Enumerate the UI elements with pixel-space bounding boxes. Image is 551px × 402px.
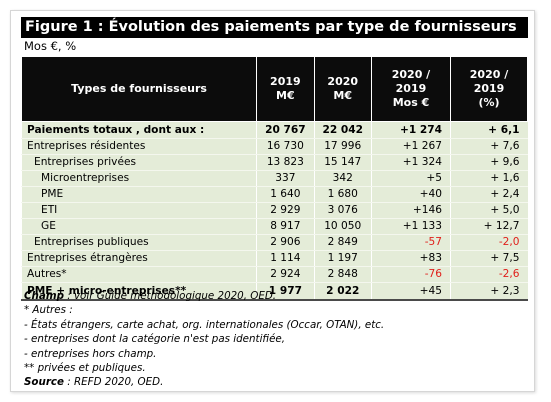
header-row: Types de fournisseurs 2019 M€ 2020 M€ 20… xyxy=(20,56,528,122)
cell-2020: 2 022 xyxy=(313,282,372,301)
row-label: Paiements totaux , dont aux : xyxy=(27,123,205,136)
autres-item: - États étrangers, carte achat, org. int… xyxy=(24,318,385,331)
table-row: Entreprises privées 13 823 15 147 +1 324… xyxy=(20,154,528,171)
cell-2019: 337 xyxy=(256,170,315,187)
cell-2019: 1 114 xyxy=(256,250,315,267)
cell-2020: 3 076 xyxy=(313,202,372,219)
autres-item: - entreprises dont la catégorie n'est pa… xyxy=(24,333,286,346)
cell-pct: -2,6 xyxy=(450,266,528,283)
cell-diff: +40 xyxy=(370,186,451,203)
data-table: Types de fournisseurs 2019 M€ 2020 M€ 20… xyxy=(20,56,528,301)
row-label: ETI xyxy=(41,204,58,216)
cell-pct: + 7,6 xyxy=(450,138,528,155)
cell-2020: 342 xyxy=(313,170,372,187)
champ-note: Champ : voir Guide méthodologique 2020, … xyxy=(24,290,277,302)
row-label: Entreprises privées xyxy=(34,156,136,168)
footnotes: Champ : voir Guide méthodologique 2020, … xyxy=(24,289,384,390)
cell-2019: 16 730 xyxy=(256,138,315,155)
table-row: PME 1 640 1 680 +40 + 2,4 xyxy=(20,186,528,203)
cell-diff: -57 xyxy=(370,234,451,251)
header-label: Types de fournisseurs xyxy=(20,56,258,122)
table-row: Autres* 2 924 2 848 -76 -2,6 xyxy=(20,266,528,283)
row-label: Entreprises étrangères xyxy=(27,252,148,264)
autres-label: * Autres : xyxy=(24,304,73,317)
cell-2019: 1 640 xyxy=(256,186,315,203)
header-diff: 2020 / 2019 Mos € xyxy=(370,56,452,122)
cell-pct: + 9,6 xyxy=(450,154,528,171)
table-row: Paiements totaux , dont aux : 20 767 22 … xyxy=(20,121,528,139)
row-label: Entreprises publiques xyxy=(34,236,149,248)
cell-diff: +1 133 xyxy=(370,218,451,235)
cell-2020: 2 849 xyxy=(313,234,372,251)
cell-pct: -2,0 xyxy=(450,234,528,251)
cell-diff: +1 267 xyxy=(370,138,451,155)
cell-2019: 2 906 xyxy=(256,234,315,251)
cell-2019: 2 924 xyxy=(256,266,315,283)
cell-2020: 15 147 xyxy=(313,154,372,171)
cell-2020: 22 042 xyxy=(313,121,372,139)
footnote-privees: ** privées et publiques. xyxy=(24,362,146,375)
cell-diff: +1 324 xyxy=(370,154,451,171)
table-row: PME + micro-entreprises** 1 977 2 022 +4… xyxy=(20,282,528,301)
row-label: Microentreprises xyxy=(41,172,130,184)
table-row: Entreprises étrangères 1 114 1 197 +83 +… xyxy=(20,250,528,267)
cell-2020: 10 050 xyxy=(313,218,372,235)
row-label: PME xyxy=(41,188,64,200)
header-pct: 2020 / 2019 (%) xyxy=(450,56,528,122)
cell-2020: 2 848 xyxy=(313,266,372,283)
cell-2020: 1 680 xyxy=(313,186,372,203)
cell-2019: 20 767 xyxy=(256,121,315,139)
cell-2019: 1 977 xyxy=(256,282,315,301)
cell-2019: 2 929 xyxy=(256,202,315,219)
cell-diff: +45 xyxy=(370,282,451,301)
table-row: Entreprises publiques 2 906 2 849 -57 -2… xyxy=(20,234,528,251)
cell-pct: + 2,3 xyxy=(450,282,528,301)
cell-pct: + 6,1 xyxy=(450,121,528,139)
cell-pct: + 2,4 xyxy=(450,186,528,203)
table-row: Entreprises résidentes 16 730 17 996 +1 … xyxy=(20,138,528,155)
units-label: Mos €, % xyxy=(24,39,77,53)
cell-pct: + 1,6 xyxy=(450,170,528,187)
header-2020: 2020 M€ xyxy=(313,56,372,122)
cell-2019: 13 823 xyxy=(256,154,315,171)
cell-diff: +83 xyxy=(370,250,451,267)
row-label: GE xyxy=(41,220,56,232)
cell-pct: + 7,5 xyxy=(450,250,528,267)
table-row: Microentreprises 337 342 +5 + 1,6 xyxy=(20,170,528,187)
table-row: ETI 2 929 3 076 +146 + 5,0 xyxy=(20,202,528,219)
autres-item: - entreprises hors champ. xyxy=(24,347,157,360)
cell-pct: + 5,0 xyxy=(450,202,528,219)
table-row: GE 8 917 10 050 +1 133 + 12,7 xyxy=(20,218,528,235)
row-label: Autres* xyxy=(27,268,67,280)
row-label: Entreprises résidentes xyxy=(27,140,146,152)
cell-pct: + 12,7 xyxy=(450,218,528,235)
cell-2020: 1 197 xyxy=(313,250,372,267)
cell-diff: +146 xyxy=(370,202,451,219)
cell-diff: +5 xyxy=(370,170,451,187)
header-2019: 2019 M€ xyxy=(256,56,315,122)
cell-diff: +1 274 xyxy=(370,121,451,139)
cell-diff: -76 xyxy=(370,266,451,283)
cell-2019: 8 917 xyxy=(256,218,315,235)
row-label: PME + micro-entreprises** xyxy=(27,284,187,297)
source-note: Source : REFD 2020, OED. xyxy=(24,376,164,389)
cell-2020: 17 996 xyxy=(313,138,372,155)
figure-title: Figure 1 : Évolution des paiements par t… xyxy=(21,17,528,38)
